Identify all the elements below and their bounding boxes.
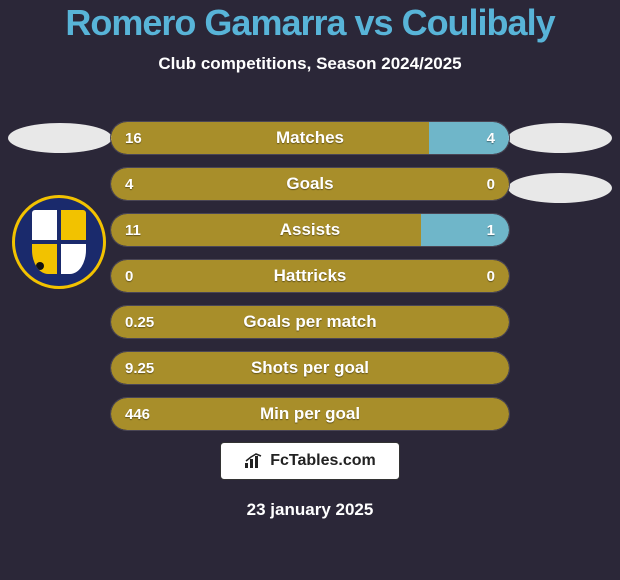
stat-row: 446Min per goal (110, 397, 510, 431)
stat-label: Min per goal (111, 398, 509, 430)
source-badge-text: FcTables.com (270, 452, 376, 470)
stat-label: Goals per match (111, 306, 509, 338)
chart-icon (244, 453, 264, 469)
stat-row: 164Matches (110, 121, 510, 155)
stat-label: Shots per goal (111, 352, 509, 384)
stat-row: 111Assists (110, 213, 510, 247)
stat-label: Assists (111, 214, 509, 246)
stat-row: 9.25Shots per goal (110, 351, 510, 385)
stat-row: 00Hattricks (110, 259, 510, 293)
page-title: Romero Gamarra vs Coulibaly (0, 0, 620, 44)
player-right-avatar-2 (508, 173, 612, 203)
stat-label: Goals (111, 168, 509, 200)
player-right-avatar (508, 123, 612, 153)
subtitle: Club competitions, Season 2024/2025 (0, 54, 620, 74)
stat-row: 40Goals (110, 167, 510, 201)
player-left-avatar (8, 123, 112, 153)
stat-row: 0.25Goals per match (110, 305, 510, 339)
source-badge: FcTables.com (220, 442, 400, 480)
stats-bars: 164Matches 40Goals 111Assists 00Hattricks 0.… (110, 121, 510, 443)
footer-date: 23 january 2025 (0, 500, 620, 520)
club-left-badge (12, 195, 106, 289)
stat-label: Matches (111, 122, 509, 154)
stat-label: Hattricks (111, 260, 509, 292)
comparison-card: Romero Gamarra vs Coulibaly Club competi… (0, 0, 620, 580)
